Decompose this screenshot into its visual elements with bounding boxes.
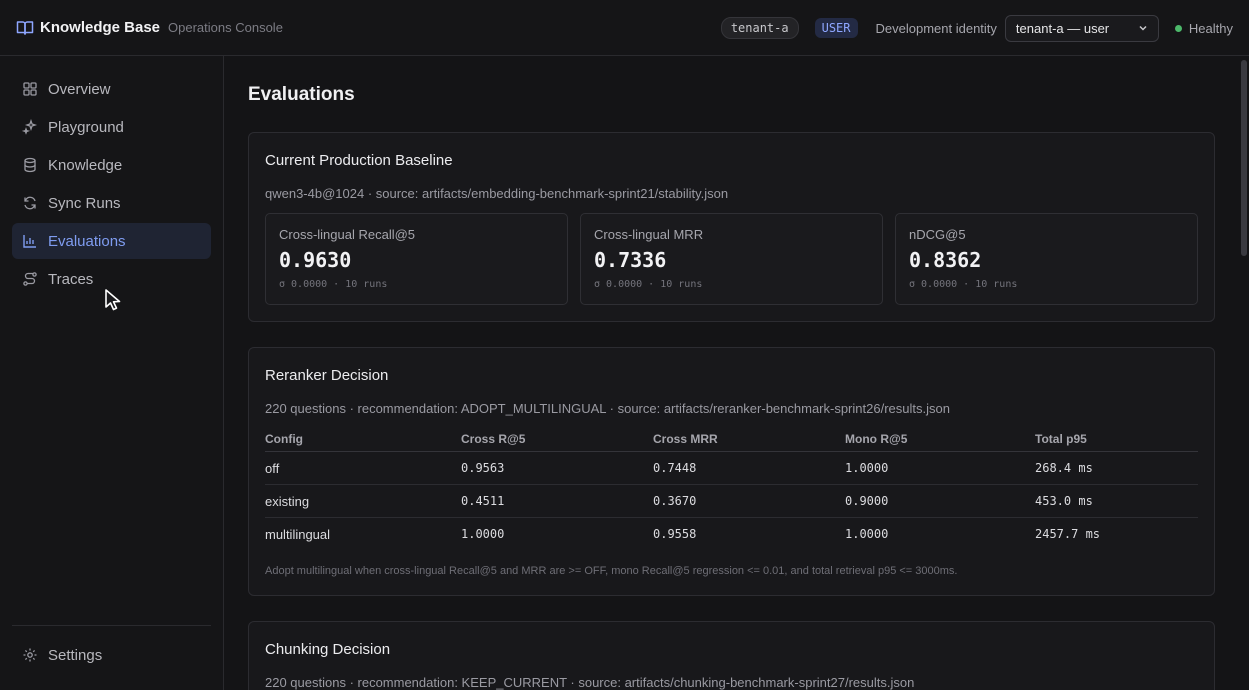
scrollbar-thumb[interactable] <box>1241 60 1247 256</box>
sidebar-divider <box>12 625 211 626</box>
reranker-footnote: Adopt multilingual when cross-lingual Re… <box>265 565 958 577</box>
sidebar-item-evaluations[interactable]: Evaluations <box>12 223 211 259</box>
table-row: off 0.9563 0.7448 1.0000 268.4 ms <box>265 452 1198 485</box>
table-cell: 0.9558 <box>653 527 697 541</box>
sidebar-item-label: Playground <box>48 118 124 136</box>
sidebar-item-label: Knowledge <box>48 156 123 174</box>
role-badge: USER <box>814 18 858 38</box>
chunking-card: Chunking Decision 220 questions · recomm… <box>248 621 1215 690</box>
table-cell: off <box>265 461 280 476</box>
metric-card: Cross-lingual Recall@5 0.9630 σ 0.0000 ·… <box>265 213 568 305</box>
health-label: Healthy <box>1188 20 1233 36</box>
baseline-title: Current Production Baseline <box>265 152 453 169</box>
metric-meta: σ 0.0000 · 10 runs <box>279 279 388 290</box>
table-cell: 2457.7 ms <box>1035 527 1101 541</box>
refresh-icon <box>24 196 36 210</box>
table-header: Config Cross R@5 Cross MRR Mono R@5 Tota… <box>265 426 1198 452</box>
health-dot-icon <box>1174 24 1182 32</box>
column-header: Cross R@5 <box>461 432 526 446</box>
table-cell: 268.4 ms <box>1035 461 1093 475</box>
column-header: Config <box>265 432 303 446</box>
reranker-title: Reranker Decision <box>265 367 389 384</box>
table-cell: 1.0000 <box>845 527 889 541</box>
table-cell: existing <box>265 494 310 509</box>
table-row: multilingual 1.0000 0.9558 1.0000 2457.7… <box>265 518 1198 551</box>
table-cell: 0.9000 <box>845 494 889 508</box>
database-icon <box>24 157 36 173</box>
column-header: Mono R@5 <box>845 432 908 446</box>
metric-meta: σ 0.0000 · 10 runs <box>594 279 703 290</box>
metric-label: Cross-lingual MRR <box>594 227 704 242</box>
brand[interactable]: Knowledge Base Operations Console <box>16 19 283 37</box>
table-cell: 453.0 ms <box>1035 494 1093 508</box>
table-cell: 1.0000 <box>845 461 889 475</box>
sidebar-item-label: Evaluations <box>48 232 126 250</box>
metric-card: nDCG@5 0.8362 σ 0.0000 · 10 runs <box>895 213 1198 305</box>
table-cell: 0.3670 <box>653 494 697 508</box>
chevron-down-icon <box>1139 25 1147 31</box>
metric-meta: σ 0.0000 · 10 runs <box>909 279 1018 290</box>
chunking-source: 220 questions · recommendation: KEEP_CUR… <box>265 675 915 690</box>
reranker-table: Config Cross R@5 Cross MRR Mono R@5 Tota… <box>265 426 1198 551</box>
page-title: Evaluations <box>248 84 355 105</box>
reranker-card: Reranker Decision 220 questions · recomm… <box>248 347 1215 596</box>
reranker-source: 220 questions · recommendation: ADOPT_MU… <box>265 401 950 416</box>
table-cell: multilingual <box>265 527 331 542</box>
sidebar-item-knowledge[interactable]: Knowledge <box>12 147 211 183</box>
top-bar: Knowledge Base Operations Console tenant… <box>0 0 1249 56</box>
sidebar-item-overview[interactable]: Overview <box>12 71 211 107</box>
sidebar-item-label: Sync Runs <box>48 194 121 212</box>
column-header: Cross MRR <box>653 432 718 446</box>
metric-value: 0.8362 <box>909 248 982 272</box>
bar-chart-icon <box>23 235 36 248</box>
book-icon <box>16 20 34 35</box>
sidebar-item-playground[interactable]: Playground <box>12 109 211 145</box>
table-row: existing 0.4511 0.3670 0.9000 453.0 ms <box>265 485 1198 518</box>
table-cell: 0.7448 <box>653 461 697 475</box>
gear-icon <box>23 648 37 662</box>
mouse-cursor-icon <box>105 289 121 311</box>
app-subtitle: Operations Console <box>168 20 283 35</box>
sidebar-item-sync-runs[interactable]: Sync Runs <box>12 185 211 221</box>
sidebar-item-label: Traces <box>48 270 94 288</box>
sparkles-icon <box>22 119 38 135</box>
baseline-card: Current Production Baseline qwen3-4b@102… <box>248 132 1215 322</box>
sidebar-item-label: Overview <box>48 80 111 98</box>
metric-label: nDCG@5 <box>909 227 966 242</box>
metric-card: Cross-lingual MRR 0.7336 σ 0.0000 · 10 r… <box>580 213 883 305</box>
chunking-title: Chunking Decision <box>265 641 391 658</box>
tenant-chip: tenant-a <box>720 17 799 39</box>
table-cell: 0.9563 <box>461 461 505 475</box>
sidebar-item-traces[interactable]: Traces <box>12 261 211 297</box>
identity-select[interactable]: tenant-a — user <box>1004 14 1159 42</box>
health-status: Healthy <box>1174 20 1233 36</box>
identity-label: Development identity <box>875 20 997 36</box>
sidebar-item-settings[interactable]: Settings <box>12 637 211 673</box>
route-icon <box>23 272 37 286</box>
grid-icon <box>23 82 37 96</box>
baseline-source: qwen3-4b@1024 · source: artifacts/embedd… <box>265 186 729 201</box>
sidebar: Overview Playground Knowledge Sync Runs … <box>0 56 224 690</box>
main-content: Evaluations Current Production Baseline … <box>224 56 1249 690</box>
metric-value: 0.7336 <box>594 248 667 272</box>
table-cell: 0.4511 <box>461 494 505 508</box>
sidebar-item-label: Settings <box>48 646 103 664</box>
metric-label: Cross-lingual Recall@5 <box>279 227 416 242</box>
column-header: Total p95 <box>1035 432 1087 446</box>
app-title: Knowledge Base <box>40 19 161 36</box>
identity-select-value: tenant-a — user <box>1015 20 1110 36</box>
metric-value: 0.9630 <box>279 248 352 272</box>
table-cell: 1.0000 <box>461 527 505 541</box>
